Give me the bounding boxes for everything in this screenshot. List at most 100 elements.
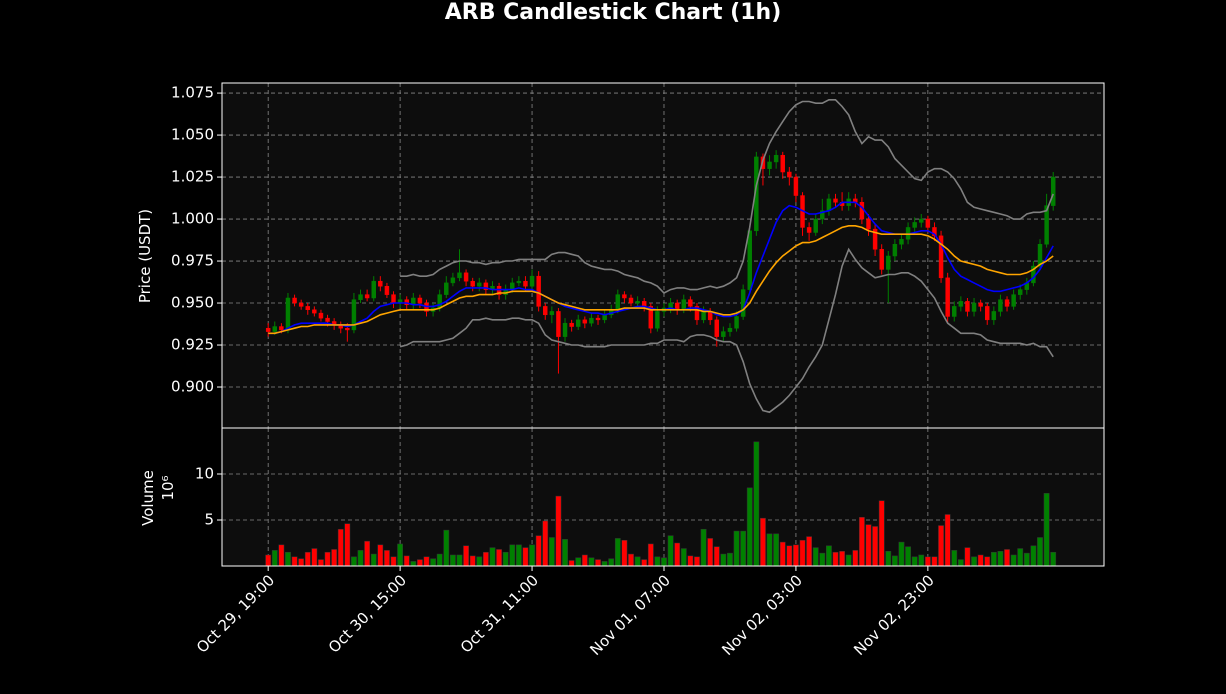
volume-bar	[667, 535, 674, 567]
volume-bar	[1043, 493, 1050, 567]
candle-body	[787, 171, 792, 178]
volume-bar	[654, 556, 661, 567]
candle-body	[747, 230, 752, 290]
volume-bar	[898, 541, 905, 567]
volume-bar	[522, 547, 529, 567]
candle-body	[1017, 289, 1023, 295]
candle-body	[543, 306, 548, 316]
volume-bar	[905, 546, 911, 567]
candle-body	[826, 198, 832, 211]
candle-body	[985, 306, 990, 321]
candle-body	[1004, 299, 1010, 307]
candle-body	[688, 299, 693, 307]
candle-body	[998, 299, 1003, 312]
candle-body	[312, 309, 317, 314]
volume-bar	[357, 550, 364, 567]
volume-bar	[707, 538, 714, 567]
volume-bar	[773, 533, 780, 567]
candle-body	[919, 218, 924, 223]
volume-frame	[221, 427, 1105, 567]
volume-bar	[568, 560, 575, 567]
volume-bar	[694, 556, 700, 567]
candle-body	[576, 319, 581, 327]
volume-bar	[634, 556, 641, 567]
candle-body	[364, 294, 370, 299]
candle-body	[285, 297, 291, 331]
volume-bar	[674, 542, 681, 567]
candle-body	[477, 282, 482, 287]
volume-bar	[456, 554, 463, 567]
volume-bar	[865, 524, 872, 567]
volume-bar	[403, 555, 410, 567]
volume-bar	[364, 540, 371, 567]
volume-bar	[852, 550, 859, 567]
chart-title: ARB Candlestick Chart (1h)	[445, 0, 782, 25]
volume-bar	[595, 559, 601, 567]
volume-bar	[891, 555, 898, 567]
volume-bar	[450, 554, 456, 567]
candle-body	[681, 299, 687, 311]
volume-bar	[918, 554, 925, 567]
candle-body	[404, 299, 409, 305]
volume-bar	[806, 536, 813, 567]
candle-body	[384, 285, 390, 295]
volume-bar	[384, 550, 390, 567]
volume-bar	[977, 554, 984, 567]
candle-body	[622, 294, 627, 299]
indicator-line	[400, 99, 1054, 294]
y-tick-label: 0.925	[171, 336, 214, 354]
volume-bar	[621, 539, 628, 567]
volume-scale-label: 10⁶	[159, 475, 177, 500]
candle-body	[886, 255, 891, 270]
volume-bar	[872, 526, 878, 567]
y-axis-label: Price (USDT)	[136, 209, 154, 303]
candle-body	[437, 294, 442, 309]
volume-bar	[957, 559, 964, 567]
volume-bar	[753, 441, 760, 567]
volume-bar	[720, 553, 727, 567]
candle-body	[813, 218, 818, 233]
candle-body	[470, 280, 475, 287]
candle-body	[971, 302, 977, 312]
volume-tick-label: 5	[204, 511, 214, 529]
candle-body	[582, 319, 588, 324]
candle-body	[773, 154, 779, 163]
candle-body	[866, 218, 871, 230]
candle-body	[701, 311, 706, 321]
volume-bar	[377, 544, 384, 567]
candle-body	[793, 176, 799, 196]
volume-bar	[766, 533, 773, 567]
volume-axis-label: Volume	[139, 470, 157, 526]
volume-bar	[304, 551, 311, 567]
volume-bar	[951, 550, 958, 567]
volume-bar	[733, 530, 740, 567]
candle-body	[483, 282, 489, 290]
candle-body	[345, 327, 350, 331]
candle-body	[780, 154, 785, 173]
volume-bar	[496, 549, 502, 567]
candle-body	[932, 227, 937, 237]
candle-body	[879, 249, 884, 270]
candle-body	[938, 235, 944, 279]
volume-bar	[799, 539, 806, 567]
candle-body	[628, 297, 634, 304]
candle-body	[496, 285, 502, 295]
candle-body	[391, 294, 396, 304]
candle-body	[806, 227, 812, 233]
volume-bar	[311, 548, 318, 567]
volume-bar	[687, 555, 694, 567]
y-tick-label: 0.950	[171, 294, 214, 312]
volume-bar	[469, 555, 476, 567]
candle-body	[523, 280, 528, 287]
candle-body	[589, 317, 594, 324]
volume-bar	[984, 556, 991, 567]
y-tick-label: 0.975	[171, 252, 214, 270]
volume-bar	[542, 520, 549, 567]
volume-bar	[351, 556, 357, 567]
volume-bar	[608, 558, 615, 567]
volume-bar	[1037, 537, 1043, 567]
candle-body	[991, 311, 997, 321]
candle-body	[450, 277, 456, 284]
candle-body	[615, 294, 621, 311]
